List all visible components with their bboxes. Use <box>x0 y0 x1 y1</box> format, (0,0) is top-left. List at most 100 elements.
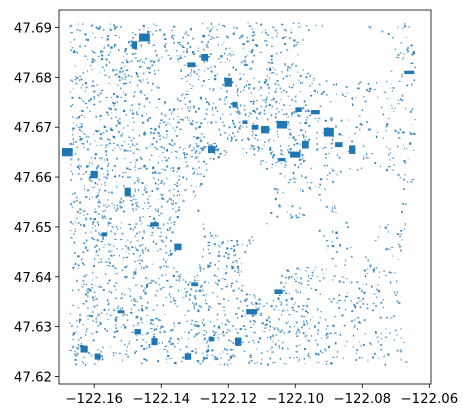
building-footprint <box>144 187 147 189</box>
building-footprint <box>74 358 77 361</box>
building-footprint <box>302 107 305 110</box>
building-footprint <box>385 274 387 276</box>
building-footprint <box>171 231 174 234</box>
building-footprint <box>159 248 162 250</box>
building-footprint <box>214 234 217 237</box>
building-footprint <box>252 102 254 105</box>
building-footprint <box>185 294 187 297</box>
building-footprint <box>302 81 303 84</box>
building-footprint <box>410 181 413 183</box>
building-footprint <box>168 254 170 257</box>
building-footprint <box>159 138 161 140</box>
building-footprint <box>388 165 391 168</box>
building-footprint <box>292 62 294 65</box>
building-footprint <box>262 99 264 101</box>
building-footprint <box>135 246 136 249</box>
building-footprint <box>339 333 341 336</box>
building-footprint <box>118 146 120 148</box>
building-footprint <box>274 187 276 189</box>
building-footprint <box>205 358 207 360</box>
building-footprint <box>293 181 296 183</box>
building-footprint <box>127 253 130 254</box>
building-footprint <box>123 127 125 129</box>
building-footprint <box>355 358 357 362</box>
building-footprint <box>177 289 179 292</box>
building-footprint <box>287 149 289 151</box>
building-footprint <box>151 64 154 67</box>
building-footprint <box>363 155 365 158</box>
building-footprint <box>186 80 188 82</box>
building-footprint <box>359 123 362 125</box>
building-footprint <box>313 89 317 93</box>
building-footprint <box>206 101 208 103</box>
building-footprint <box>354 305 357 308</box>
building-footprint <box>99 284 101 285</box>
building-footprint <box>211 349 214 352</box>
building-footprint <box>358 300 360 303</box>
building-footprint <box>138 259 141 261</box>
building-footprint <box>380 332 382 335</box>
building-footprint <box>333 207 336 209</box>
building-footprint <box>404 174 406 176</box>
building-footprint <box>366 268 369 270</box>
building-footprint <box>128 343 130 345</box>
building-footprint <box>177 190 179 193</box>
building-footprint <box>202 227 205 230</box>
building-footprint <box>142 216 144 218</box>
building-footprint <box>235 139 237 142</box>
building-footprint <box>206 60 208 62</box>
building-footprint <box>158 125 161 127</box>
building-footprint <box>255 22 258 24</box>
building-footprint <box>174 249 176 252</box>
building-footprint <box>275 100 278 104</box>
building-footprint <box>270 152 273 155</box>
building-footprint <box>216 110 218 113</box>
building-footprint <box>318 183 321 185</box>
building-footprint <box>282 77 285 80</box>
building-footprint <box>203 136 205 138</box>
building-footprint <box>145 341 147 343</box>
building-footprint <box>411 179 414 181</box>
building-footprint <box>115 281 117 284</box>
building-footprint <box>192 172 195 175</box>
y-tick-label: 47.68 <box>14 71 52 86</box>
building-footprint <box>282 36 285 40</box>
building-footprint <box>180 57 182 59</box>
building-footprint <box>171 342 175 345</box>
building-footprint <box>199 139 202 142</box>
building-footprint <box>108 191 110 194</box>
building-footprint <box>91 333 93 335</box>
building-footprint <box>115 180 117 182</box>
building-footprint <box>280 152 282 155</box>
building-footprint <box>77 255 80 258</box>
building-footprint <box>170 300 172 303</box>
building-footprint <box>121 232 124 235</box>
building-footprint <box>140 318 143 321</box>
building-footprint <box>289 66 292 69</box>
building-footprint <box>268 77 270 80</box>
building-footprint <box>133 304 136 306</box>
building-footprint <box>239 37 241 40</box>
building-footprint <box>200 133 203 135</box>
building-footprint <box>395 56 398 58</box>
building-footprint <box>81 97 83 100</box>
building-footprint <box>217 267 219 270</box>
x-tick-label: −122.10 <box>266 392 324 407</box>
building-footprint <box>249 68 252 70</box>
building-footprint <box>189 143 191 146</box>
building-footprint <box>384 363 386 366</box>
building-footprint <box>341 276 345 278</box>
building-footprint <box>260 111 262 114</box>
building-footprint <box>229 113 232 116</box>
building-footprint <box>373 352 376 355</box>
building-footprint <box>96 244 98 247</box>
building-footprint <box>277 297 280 300</box>
building-footprint <box>80 178 83 180</box>
large-building-footprint <box>278 158 286 162</box>
building-footprint <box>223 255 225 258</box>
building-footprint <box>86 315 89 317</box>
building-footprint <box>203 79 205 83</box>
building-footprint <box>184 33 186 35</box>
building-footprint <box>163 223 165 226</box>
